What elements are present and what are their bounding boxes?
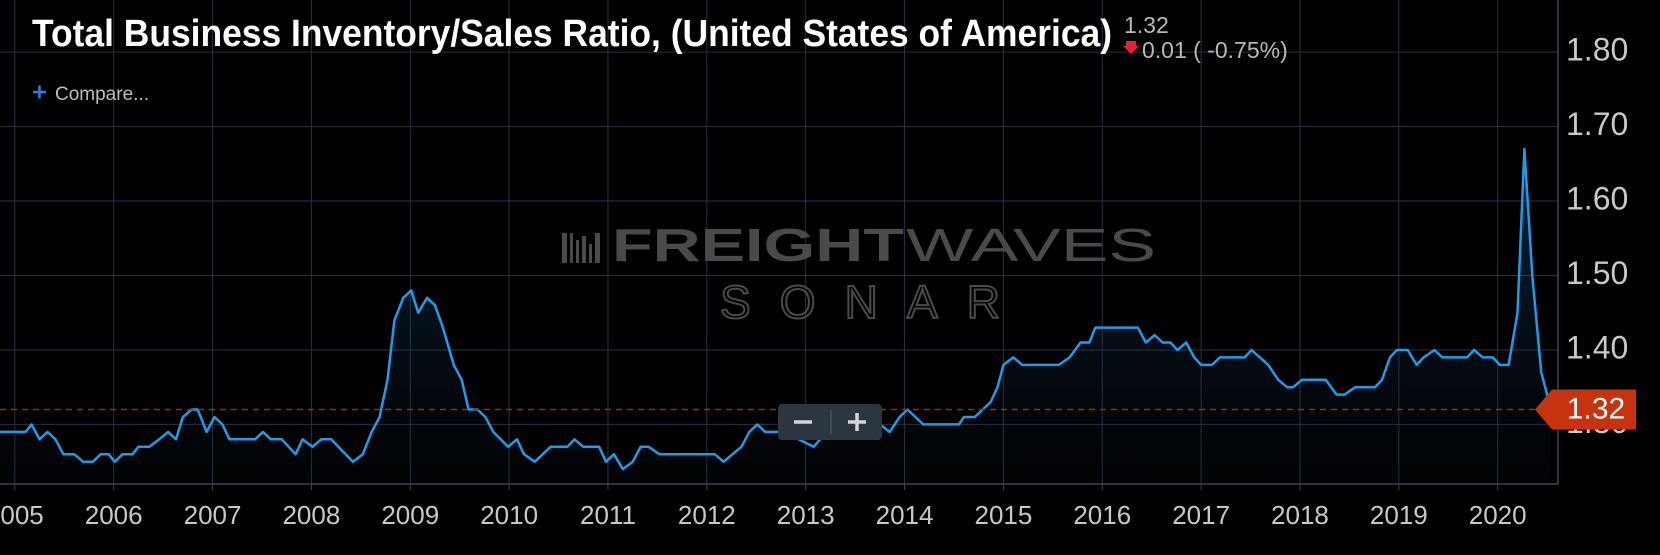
zoom-control (778, 404, 882, 440)
x-tick-label: 2019 (1370, 500, 1428, 530)
x-tick-label: 2005 (0, 500, 44, 530)
x-tick-label: 2006 (85, 500, 143, 530)
last-value: 1.32 (1124, 12, 1169, 38)
line (0, 147, 1553, 471)
y-tick-label: 1.60 (1566, 180, 1628, 216)
zoom-in[interactable] (832, 406, 880, 438)
x-tick-label: 2010 (480, 500, 538, 530)
down-arrow (1123, 41, 1139, 54)
x-tick-label: 2009 (381, 500, 439, 530)
x-tick-label: 2014 (876, 500, 934, 530)
compare-label[interactable]: Compare... (55, 84, 149, 105)
badge-shape (1535, 389, 1636, 430)
y-tick-label: 1.70 (1566, 106, 1628, 142)
y-tick-label: 1.50 (1566, 255, 1628, 291)
area (0, 148, 1552, 484)
zoom-out[interactable] (780, 406, 830, 438)
compare-button[interactable]: Compare... (33, 84, 149, 105)
badge-label: 1.32 (1567, 392, 1625, 425)
plot (0, 147, 1558, 484)
y-tick-label: 1.40 (1566, 329, 1628, 365)
watermark-brand: WAVES (906, 219, 1156, 271)
logo-bars (562, 233, 600, 263)
chart-title: Total Business Inventory/Sales Ratio, (U… (32, 13, 1112, 55)
change-value: 0.01 (1142, 37, 1187, 63)
x-tick-label: 2007 (184, 500, 242, 530)
x-tick-label: 2016 (1073, 500, 1131, 530)
x-tick-label: 2008 (282, 500, 340, 530)
x-tick-label: 2011 (580, 500, 636, 530)
x-tick-label: 2013 (777, 500, 835, 530)
change-percent: ( -0.75%) (1193, 37, 1288, 63)
zoom-in-icon[interactable] (848, 413, 866, 431)
y-tick-label: 1.80 (1566, 32, 1628, 68)
x-tick-label: 2020 (1469, 500, 1527, 530)
watermark-brand: FREIGHT (612, 219, 904, 271)
x-tick-label: 2012 (678, 500, 736, 530)
last-value-badge: 1.32 (1535, 389, 1636, 430)
grid (0, 0, 1558, 490)
axes: 2005 2006 2007 2008 2009 2010 2011 2012 2013 2014… (0, 32, 1628, 530)
compare-plus[interactable] (33, 85, 46, 99)
x-tick-label: 2018 (1271, 500, 1329, 530)
x-tick-label: 2015 (974, 500, 1032, 530)
change: 0.01 ( -0.75%) (1142, 37, 1288, 63)
x-tick-label: 2017 (1172, 500, 1230, 530)
